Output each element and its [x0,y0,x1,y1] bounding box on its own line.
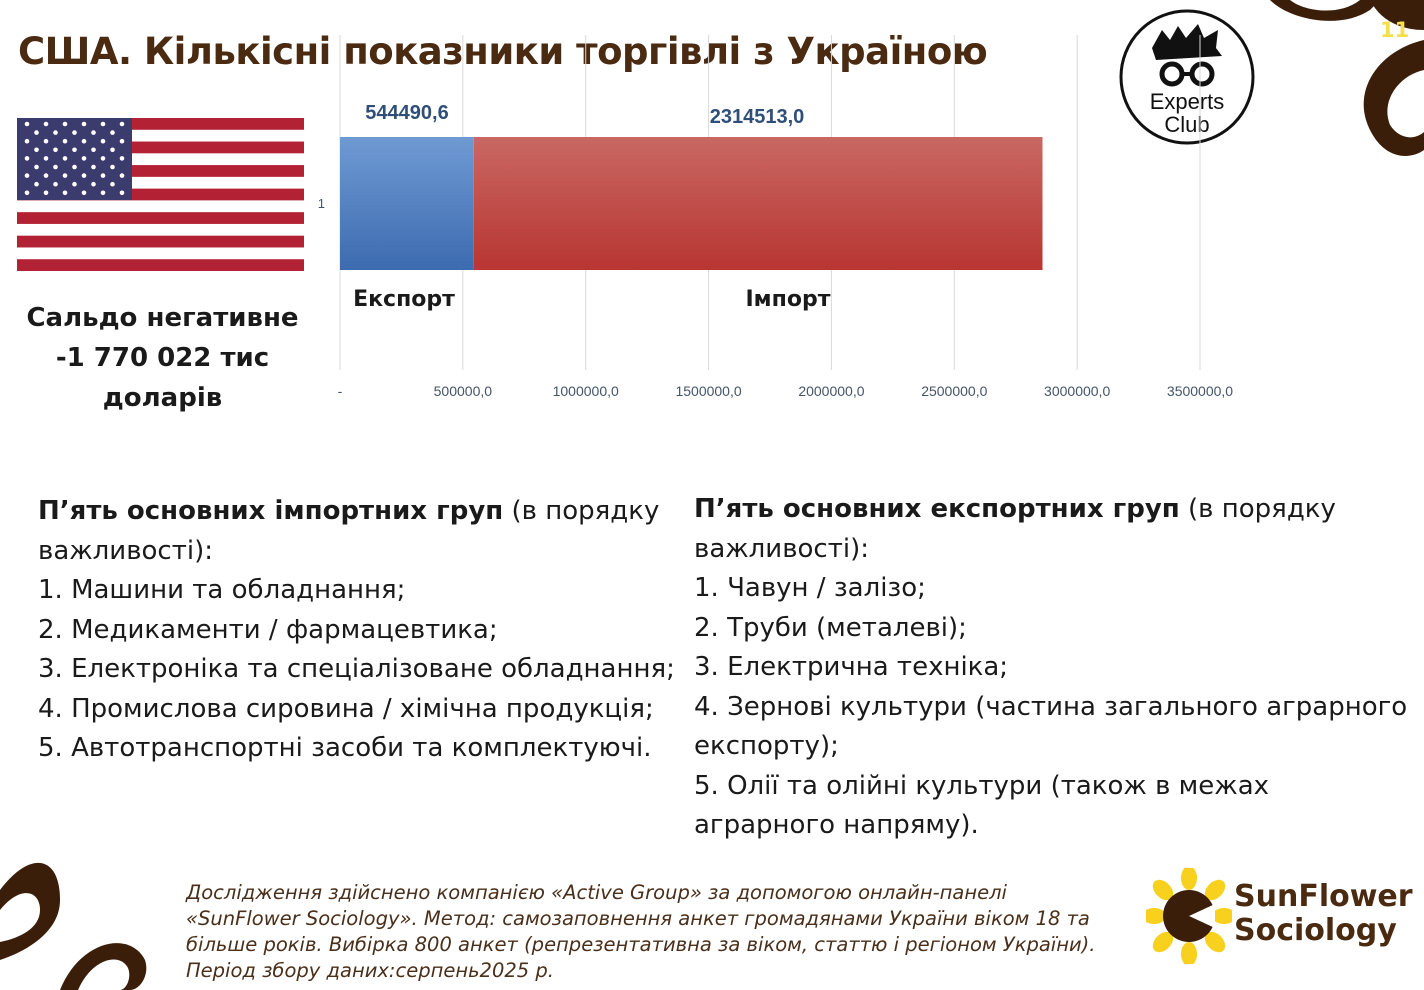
usa-flag-icon [17,118,304,271]
balance-line2: -1 770 022 тис доларів [55,343,270,413]
x-tick-label: 2000000,0 [798,383,864,399]
x-tick-label: - [338,383,343,399]
hair-icon [1152,24,1222,60]
x-tick-label: 1000000,0 [553,383,619,399]
imports-heading: П’ять основних імпортних груп (в порядку… [38,496,660,566]
bar-export [340,137,474,270]
page-number: 11 [1380,18,1410,42]
x-tick-label: 3500000,0 [1167,383,1233,399]
list-item: 4. Промислова сировина / хімічна продукц… [38,693,654,724]
x-tick-label: 3000000,0 [1044,383,1110,399]
trade-bar-chart: - 500000,0 1000000,0 1500000,0 2000000,0 2500… [318,35,1233,399]
sunflower-petals-bottom-left [0,862,147,990]
sunflower-logo-icon [1146,868,1232,964]
list-item: 5. Автотранспортні засоби та комплектуюч… [38,733,652,763]
balance-line1: Сальдо негативне [26,303,299,333]
x-tick-label: 2500000,0 [921,383,987,399]
list-item: 1. Чавун / залізо; [694,573,926,603]
sunflower-petals-top-right [1270,0,1424,156]
data-label: 2314513,0 [710,106,805,128]
list-item: 2. Труби (металеві); [694,612,967,643]
exports-heading: П’ять основних експортних груп (в порядк… [694,494,1336,564]
x-tick-label: 1500000,0 [675,383,741,399]
trade-balance: Сальдо негативне -1 770 022 тис доларів [0,298,325,418]
x-tick-label: 500000,0 [434,383,493,399]
list-item: 2. Медикаменти / фармацевтика; [38,614,498,645]
series-label: Експорт [353,287,455,312]
sunflower-sociology-brand: SunFlower Sociology [1234,880,1413,948]
data-label: 544490,6 [365,102,448,124]
list-item: 5. Олії та олійні культури (також в межа… [694,770,1270,841]
svg-text:Experts: Experts [1150,89,1225,114]
methodology-footnote: Дослідження здійснено компанією «Active … [186,881,1096,982]
svg-text:Club: Club [1164,112,1209,137]
list-item: 1. Машини та обладнання; [38,575,406,605]
list-item: 3. Електроніка та спеціалізоване обладна… [38,654,675,684]
imports-list: П’ять основних імпортних груп (в порядку… [38,492,688,769]
experts-club-logo: Experts Club [1119,9,1255,145]
brand-line1: SunFlower [1234,879,1413,914]
series-label: Імпорт [746,287,831,312]
exports-list: П’ять основних експортних груп (в порядк… [694,490,1414,846]
brand-line2: Sociology [1234,913,1397,948]
y-category-label: 1 [318,196,325,211]
page-title: США. Кількісні показники торгівлі з Укра… [18,30,988,73]
list-item: 3. Електрична техніка; [694,652,1009,682]
bar-import [473,137,1043,270]
list-item: 4. Зернові культури (частина загального … [694,691,1408,762]
